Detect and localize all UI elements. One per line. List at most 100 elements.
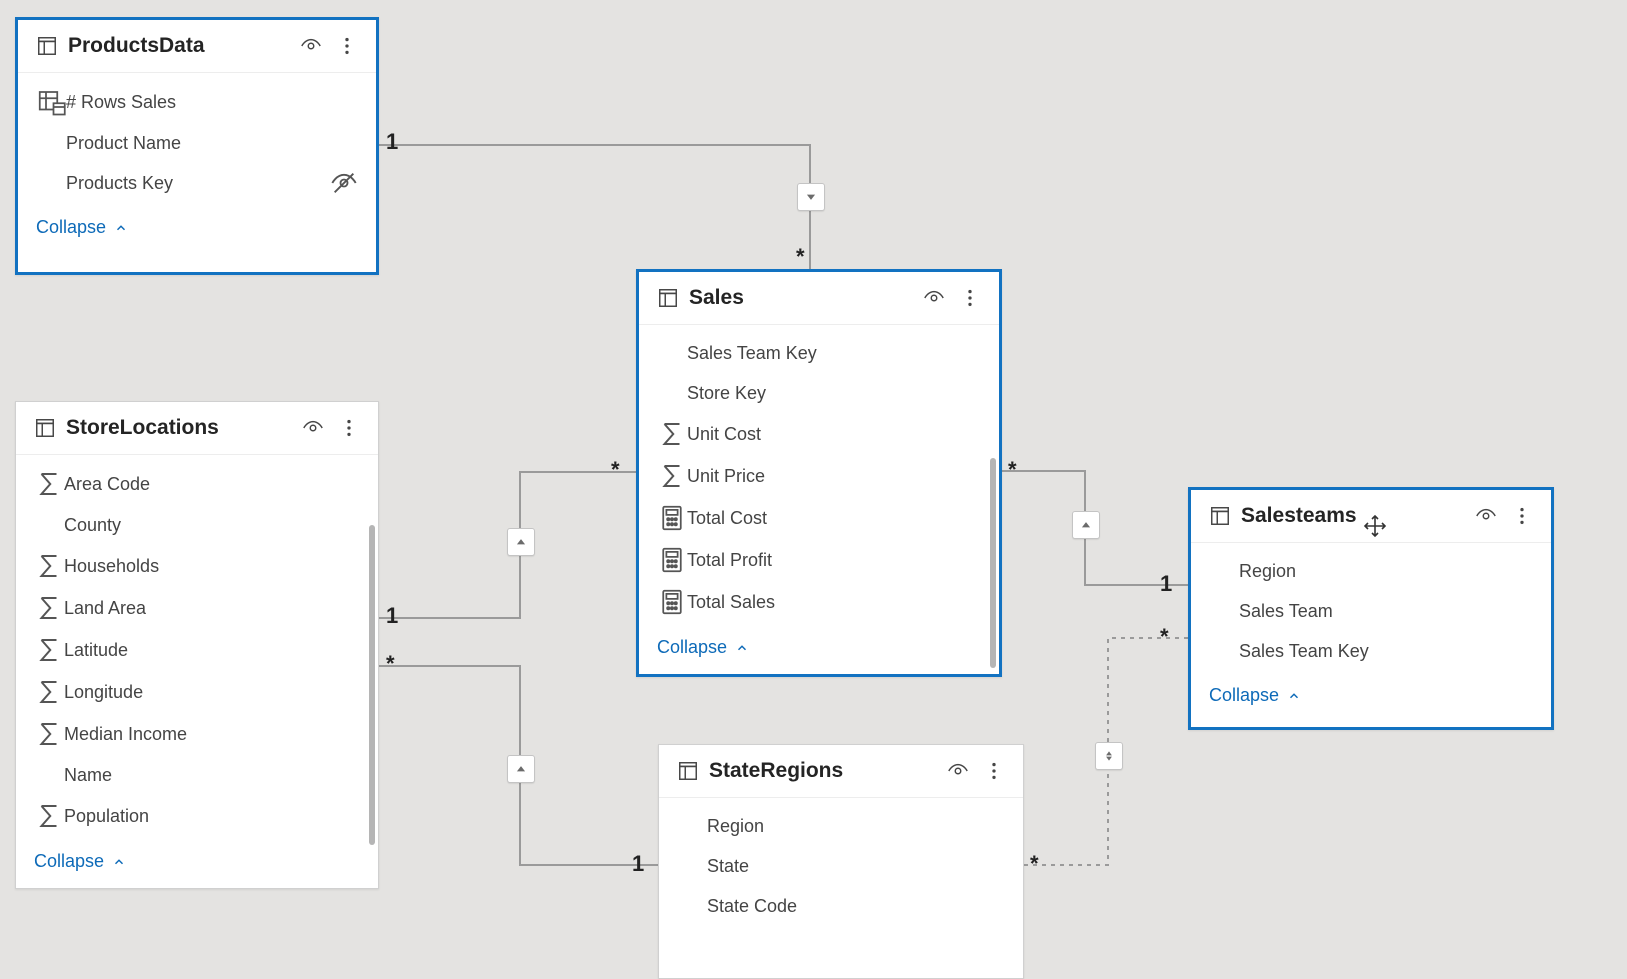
visibility-icon[interactable] (947, 760, 969, 782)
field-name: Land Area (64, 598, 332, 619)
field-row[interactable]: Store Key (639, 373, 999, 413)
calc-icon (657, 545, 687, 575)
scrollbar[interactable] (369, 525, 375, 845)
relationship-line-products-sales[interactable] (379, 145, 810, 269)
field-row[interactable]: Area Code (16, 463, 378, 505)
table-title: StateRegions (709, 759, 947, 783)
field-name: Area Code (64, 474, 332, 495)
field-name: Unit Cost (687, 424, 953, 445)
table-card-productsdata[interactable]: ProductsData # Rows Sales Product Name Prod… (15, 17, 379, 275)
field-row[interactable]: # Rows Sales (18, 81, 376, 123)
chevron-up-icon (1287, 689, 1301, 703)
sigma-icon (34, 635, 64, 665)
more-options-icon[interactable] (983, 760, 1005, 782)
field-name: Products Key (66, 173, 330, 194)
table-header[interactable]: Sales (639, 272, 999, 325)
visibility-icon[interactable] (302, 417, 324, 439)
field-row[interactable]: Sales Team Key (639, 333, 999, 373)
field-row[interactable]: Region (1191, 551, 1551, 591)
more-options-icon[interactable] (338, 417, 360, 439)
table-header[interactable]: StateRegions (659, 745, 1023, 798)
field-row[interactable]: Total Cost (639, 497, 999, 539)
cardinality-label: * (1030, 851, 1039, 877)
cardinality-label: * (386, 651, 395, 677)
chevron-up-icon (114, 221, 128, 235)
sigma-icon (34, 593, 64, 623)
field-name: Latitude (64, 640, 332, 661)
cardinality-label: 1 (1160, 571, 1172, 597)
field-row[interactable]: State (659, 846, 1023, 886)
collapse-label: Collapse (36, 217, 106, 238)
calc-icon (657, 503, 687, 533)
field-name: Name (64, 765, 332, 786)
field-row[interactable]: Unit Price (639, 455, 999, 497)
field-row[interactable]: Longitude (16, 671, 378, 713)
field-row[interactable]: Latitude (16, 629, 378, 671)
cardinality-label: * (611, 457, 620, 483)
field-row[interactable]: Name (16, 755, 378, 795)
chevron-up-icon (112, 855, 126, 869)
field-name: Region (1239, 561, 1505, 582)
table-icon (657, 287, 679, 309)
table-title: Sales (689, 286, 923, 310)
field-name: Total Profit (687, 550, 953, 571)
table-icon (34, 417, 56, 439)
visibility-icon[interactable] (923, 287, 945, 309)
field-row[interactable]: Population (16, 795, 378, 837)
more-options-icon[interactable] (1511, 505, 1533, 527)
field-row[interactable]: Region (659, 806, 1023, 846)
table-card-sales[interactable]: Sales Sales Team KeyStore Key Unit Cost Uni… (636, 269, 1002, 677)
field-row[interactable]: Products Key (18, 163, 376, 203)
more-options-icon[interactable] (336, 35, 358, 57)
field-name: Sales Team (1239, 601, 1505, 622)
field-row[interactable]: Sales Team Key (1191, 631, 1551, 671)
field-row[interactable]: Total Sales (639, 581, 999, 623)
cardinality-label: * (1160, 624, 1169, 650)
filter-direction-icon[interactable] (507, 755, 535, 783)
sigma-icon (34, 551, 64, 581)
field-name: Population (64, 806, 332, 827)
table-icon (1209, 505, 1231, 527)
field-name: Product Name (66, 133, 330, 154)
table-title: StoreLocations (66, 416, 302, 440)
table-header[interactable]: StoreLocations (16, 402, 378, 455)
cardinality-label: 1 (632, 851, 644, 877)
filter-direction-icon[interactable] (797, 183, 825, 211)
field-row[interactable]: Median Income (16, 713, 378, 755)
visibility-icon[interactable] (1475, 505, 1497, 527)
table-card-stateregions[interactable]: StateRegions RegionStateState Code (658, 744, 1024, 979)
filter-direction-icon[interactable] (507, 528, 535, 556)
field-row[interactable]: Sales Team (1191, 591, 1551, 631)
table-icon (677, 760, 699, 782)
field-name: Households (64, 556, 332, 577)
field-row[interactable]: Product Name (18, 123, 376, 163)
collapse-link[interactable]: Collapse (18, 207, 376, 254)
scrollbar[interactable] (990, 458, 996, 668)
collapse-label: Collapse (657, 637, 727, 658)
collapse-link[interactable]: Collapse (16, 841, 378, 888)
field-row[interactable]: Land Area (16, 587, 378, 629)
more-options-icon[interactable] (959, 287, 981, 309)
field-row[interactable]: Unit Cost (639, 413, 999, 455)
collapse-link[interactable]: Collapse (1191, 675, 1551, 722)
model-canvas[interactable]: { "canvas": { "width": 1627, "height": 9… (0, 0, 1627, 979)
field-row[interactable]: County (16, 505, 378, 545)
field-row[interactable]: Total Profit (639, 539, 999, 581)
field-row[interactable]: Households (16, 545, 378, 587)
field-list: RegionStateState Code (659, 798, 1023, 930)
table-header[interactable]: ProductsData (18, 20, 376, 73)
visibility-icon[interactable] (300, 35, 322, 57)
filter-direction-both-icon[interactable] (1095, 742, 1123, 770)
collapse-link[interactable]: Collapse (639, 627, 999, 674)
table-card-salesteams[interactable]: Salesteams Region Sales Team Sales Team Key… (1188, 487, 1554, 730)
field-list: Sales Team KeyStore Key Unit Cost Unit Pri… (639, 325, 999, 627)
field-list: Area Code County Households Land Area Latitu… (16, 455, 378, 841)
field-name: Unit Price (687, 466, 953, 487)
sigma-icon (657, 461, 687, 491)
table-card-storelocations[interactable]: StoreLocations Area Code County Households L… (15, 401, 379, 889)
field-name: Sales Team Key (1239, 641, 1505, 662)
filter-direction-icon[interactable] (1072, 511, 1100, 539)
field-row[interactable]: State Code (659, 886, 1023, 926)
table-title: Salesteams (1241, 504, 1475, 528)
sigma-icon (34, 677, 64, 707)
